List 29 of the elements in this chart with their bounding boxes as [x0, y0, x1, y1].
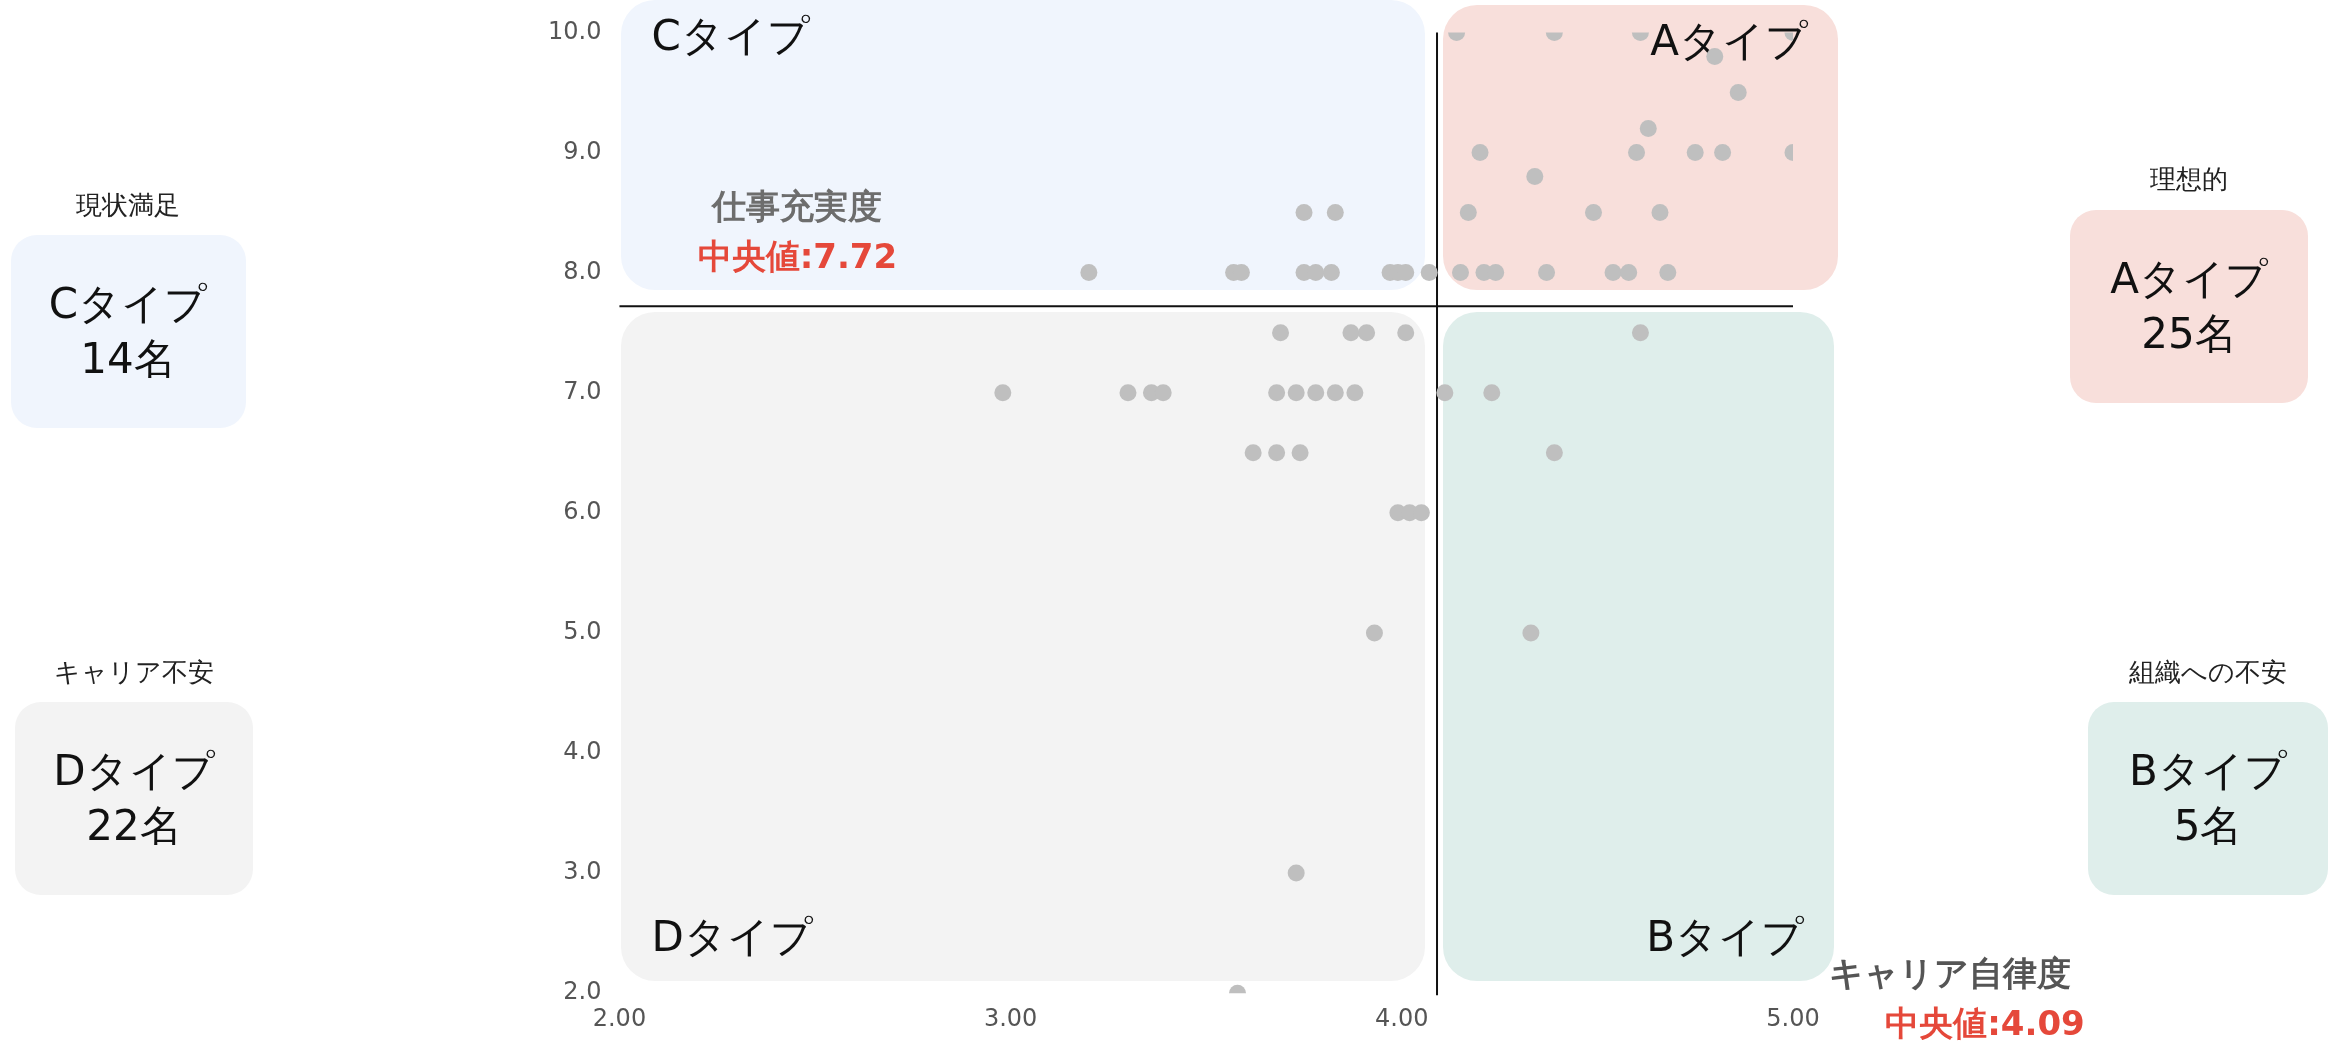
- annotation: Dタイプ: [651, 912, 814, 962]
- text: キャリア不安: [54, 656, 214, 689]
- y-tick-label: 7.0: [563, 376, 602, 405]
- text: Dタイプ 22名: [15, 702, 253, 895]
- ref-line-label: 中央値:7.72: [697, 235, 898, 279]
- x-axis-title: キャリア自律度: [1829, 952, 2071, 996]
- x-tick-label: 4.00: [1375, 1003, 1429, 1032]
- y-tick-label: 2.0: [563, 977, 602, 1006]
- y-tick-label: 9.0: [563, 136, 602, 165]
- y-tick-label: 4.0: [563, 737, 602, 766]
- y-tick-label: 6.0: [563, 497, 602, 526]
- y-tick-label: 3.0: [563, 857, 602, 886]
- annotation: Aタイプ: [1650, 15, 1809, 65]
- x-tick-label: 3.00: [983, 1003, 1038, 1032]
- text: Aタイプ 25名: [2070, 210, 2308, 403]
- y-tick-label: 8.0: [563, 256, 602, 285]
- text: 組織への不安: [2129, 656, 2287, 689]
- y-tick-label: 10.0: [548, 16, 602, 45]
- y-tick-label: 5.0: [563, 617, 602, 646]
- text: 中央値:4.09: [1885, 1002, 2085, 1046]
- y-axis-title: 仕事充実度: [712, 185, 883, 229]
- text: Cタイプ 14名: [10, 235, 246, 428]
- x-tick-label: 5.00: [1766, 1003, 1820, 1032]
- annotation: Bタイプ: [1646, 912, 1805, 962]
- text: 現状満足: [76, 189, 180, 222]
- annotation: Cタイプ: [651, 10, 811, 60]
- text: 理想的: [2150, 163, 2228, 196]
- text: Bタイプ 5名: [2088, 702, 2328, 895]
- x-tick-label: 2.00: [592, 1003, 647, 1032]
